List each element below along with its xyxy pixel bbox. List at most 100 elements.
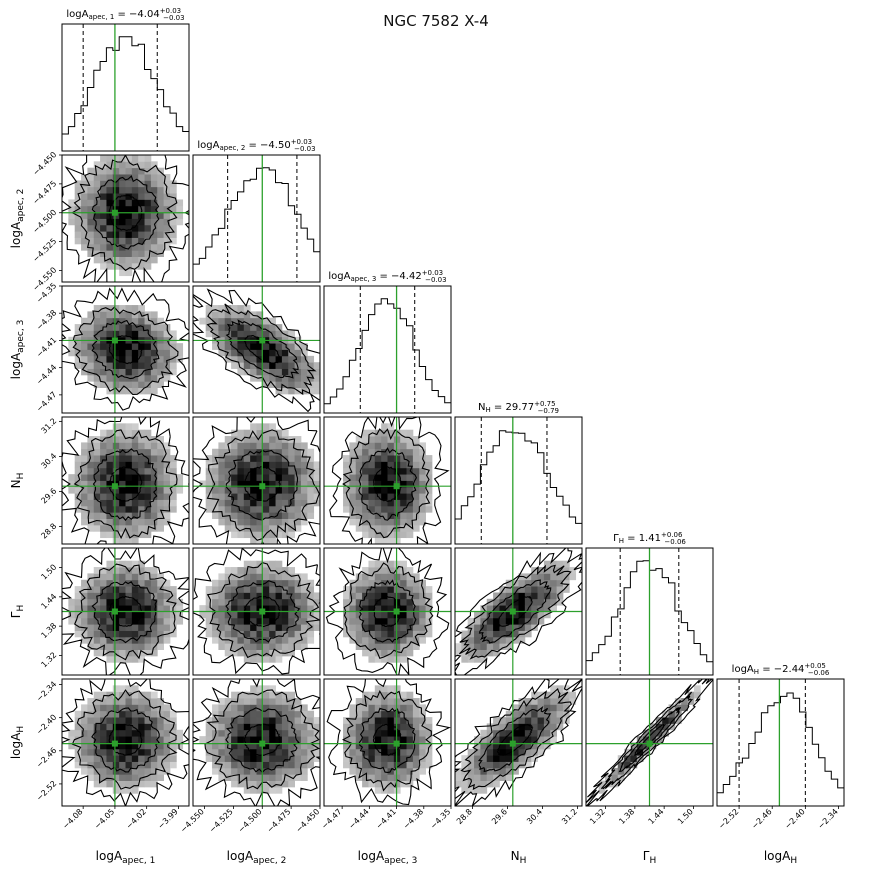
panel-2d-4-0 (61, 547, 190, 676)
y-axis-4: 1.32 1.38 1.44 1.50 ΓH (9, 563, 62, 670)
x-tick-label: 28.8 (455, 807, 474, 826)
x-axis-label-4: ΓH (643, 849, 656, 866)
panel-2d-1-0 (61, 154, 190, 283)
x-axis-label-1: logAapec, 2 (227, 849, 287, 866)
panel-2d-5-3 (454, 678, 583, 807)
truth-marker (111, 483, 118, 490)
x-axis-0: −4.08 −4.05 −4.02 −3.99 logAapec, 1 (61, 806, 180, 866)
x-tick-label: −4.525 (208, 807, 235, 834)
x-axis-label-0: logAapec, 1 (96, 849, 156, 866)
x-tick-label: −4.08 (61, 807, 85, 831)
truth-marker (111, 740, 118, 747)
hist-title-0: logAapec, 1 = −4.04+0.03 −0.03 (66, 7, 184, 22)
panel-hist-4: ΓH = 1.41+0.06 −0.06 (585, 531, 714, 676)
x-tick-label: 30.4 (525, 807, 544, 826)
truth-marker (393, 740, 400, 747)
y-tick-label: −2.46 (35, 746, 59, 770)
y-tick-label: −4.44 (35, 363, 59, 387)
histogram-step (192, 167, 321, 282)
panel-2d-2-1 (192, 285, 321, 414)
truth-marker (259, 337, 266, 344)
truth-marker (111, 608, 118, 615)
x-axis-3: 28.8 29.6 30.4 31.2 NH (455, 806, 579, 866)
y-tick-label: 1.38 (39, 621, 58, 640)
histogram-step (454, 430, 583, 544)
y-tick-label: 28.8 (39, 522, 58, 541)
panel-2d-3-1 (192, 416, 321, 545)
y-tick-label: 1.32 (39, 651, 58, 670)
panel-hist-3: NH = 29.77+0.75 −0.79 (454, 400, 583, 545)
y-axis-label-4: ΓH (9, 605, 26, 618)
panel-2d-5-0 (61, 678, 190, 807)
y-tick-label: −4.47 (35, 390, 59, 414)
x-tick-label: −2.52 (717, 807, 741, 831)
x-tick-label: −4.41 (374, 807, 398, 831)
x-tick-label: −4.44 (347, 807, 371, 831)
y-tick-label: 30.4 (39, 451, 58, 470)
histogram-step (61, 36, 190, 151)
x-tick-label: 1.50 (676, 807, 695, 826)
y-tick-label: −2.40 (35, 713, 59, 737)
y-tick-label: −2.52 (35, 779, 59, 803)
x-tick-label: −4.35 (429, 807, 453, 831)
y-tick-label: −4.38 (35, 308, 59, 332)
truth-marker (393, 608, 400, 615)
panel-2d-5-4 (585, 678, 714, 807)
x-axis-label-3: NH (511, 849, 527, 866)
hist-title-3: NH = 29.77+0.75 −0.79 (478, 400, 559, 415)
y-axis-3: 28.8 29.6 30.4 31.2 NH (9, 416, 62, 540)
y-axis-5: −2.52 −2.46 −2.40 −2.34 logAH (9, 680, 62, 803)
truth-marker (111, 209, 118, 216)
histogram-step (323, 298, 452, 413)
histogram-step (716, 692, 845, 806)
y-tick-label: 1.50 (39, 563, 58, 582)
x-tick-label: −3.99 (156, 807, 180, 831)
panel-hist-1: logAapec, 2 = −4.50+0.03 −0.03 (192, 138, 321, 283)
panel-2d-5-1 (192, 678, 321, 807)
y-tick-label: −4.450 (31, 150, 58, 177)
x-tick-label: −4.38 (402, 807, 426, 831)
x-axis-2: −4.47 −4.44 −4.41 −4.38 −4.35 logAapec, 3 (320, 806, 453, 866)
y-tick-label: −2.34 (35, 680, 59, 704)
truth-marker (393, 483, 400, 490)
y-axis-label-2: logAapec, 3 (9, 320, 26, 380)
y-tick-label: −4.41 (35, 335, 59, 359)
y-axis-label-5: logAH (9, 726, 26, 759)
y-axis-label-1: logAapec, 2 (9, 189, 26, 249)
panel-2d-5-2 (323, 678, 452, 807)
panel-hist-5: logAH = −2.44+0.05 −0.06 (716, 662, 845, 807)
panel-2d-2-0 (61, 285, 190, 414)
x-axis-4: 1.32 1.38 1.44 1.50 ΓH (588, 806, 695, 866)
hist-title-5: logAH = −2.44+0.05 −0.06 (732, 662, 830, 677)
truth-marker (509, 740, 516, 747)
y-tick-label: −4.525 (31, 237, 58, 264)
y-axis-1: −4.550−4.525−4.500−4.475−4.450logAapec, … (9, 150, 62, 293)
panel-2d-3-0 (61, 416, 190, 545)
x-tick-label: −4.05 (93, 807, 117, 831)
truth-marker (259, 483, 266, 490)
panel-2d-4-3 (454, 547, 583, 676)
x-tick-label: −4.475 (265, 807, 292, 834)
x-axis-1: −4.550 −4.525 −4.500 −4.475 −4.450 logAapec, … (179, 806, 321, 866)
x-axis-label-5: logAH (764, 849, 797, 866)
x-tick-label: −4.450 (294, 807, 321, 834)
y-tick-label: −4.475 (31, 179, 58, 206)
y-axis-label-3: NH (9, 473, 26, 489)
panel-hist-2: logAapec, 3 = −4.42+0.03 −0.03 (323, 269, 452, 414)
hist-title-2: logAapec, 3 = −4.42+0.03 −0.03 (328, 269, 446, 284)
y-tick-label: 1.44 (39, 592, 58, 611)
panel-2d-4-1 (192, 547, 321, 676)
x-tick-label: −4.550 (179, 807, 206, 834)
panel-hist-0: logAapec, 1 = −4.04+0.03 −0.03 (61, 7, 190, 152)
x-tick-label: 31.2 (560, 807, 579, 826)
x-tick-label: 1.32 (588, 807, 607, 826)
x-tick-label: −2.34 (816, 807, 840, 831)
x-tick-label: −4.47 (320, 807, 344, 831)
x-tick-label: −4.02 (124, 807, 148, 831)
truth-marker (646, 740, 653, 747)
chart-title: NGC 7582 X-4 (383, 12, 489, 30)
truth-marker (509, 608, 516, 615)
x-axis-5: −2.52 −2.46 −2.40 −2.34 logAH (717, 806, 840, 866)
